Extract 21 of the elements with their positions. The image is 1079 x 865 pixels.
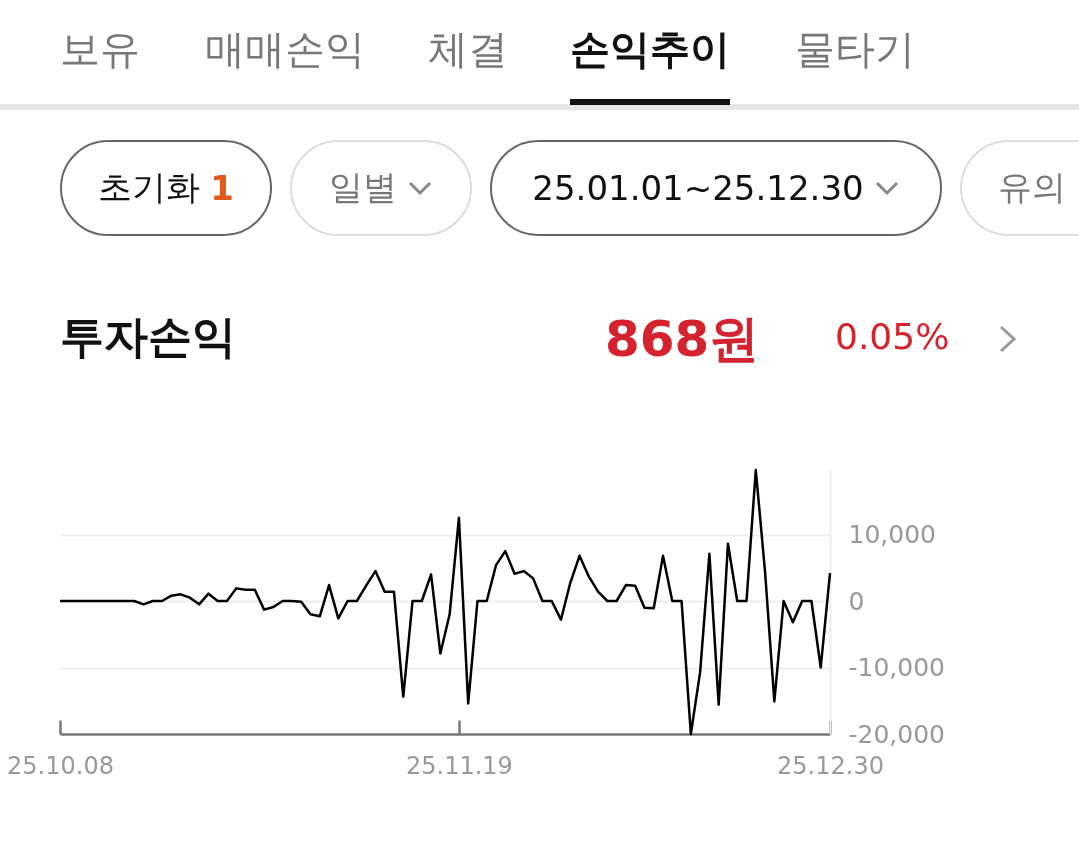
text: 보유 bbox=[60, 25, 140, 74]
x-tick-label: 25.12.30 bbox=[777, 751, 884, 780]
y-tick-label: -20,000 bbox=[848, 719, 945, 749]
line-series bbox=[58, 468, 832, 736]
text: 0.05% bbox=[835, 316, 950, 357]
y-tick-label: -10,000 bbox=[848, 653, 945, 682]
text: 손익추이 bbox=[570, 22, 730, 105]
text: 유의 bbox=[998, 166, 1066, 209]
text: 매매손익 bbox=[205, 25, 365, 74]
text: 일별 bbox=[329, 166, 397, 209]
text: 868원 bbox=[605, 309, 760, 370]
text: 초기화 bbox=[98, 166, 201, 209]
y-tick-label: 10,000 bbox=[848, 520, 936, 549]
x-tick-label: 25.11.19 bbox=[405, 751, 513, 780]
y-tick-label: 0 bbox=[848, 586, 865, 616]
text: 체결 bbox=[428, 25, 508, 74]
text: 1 bbox=[210, 168, 234, 208]
x-tick-label: 25.10.08 bbox=[7, 751, 114, 780]
text: 물타기 bbox=[795, 25, 915, 74]
text: 25.01.01~25.12.30 bbox=[532, 168, 864, 208]
chart-title: 투자손익 bbox=[60, 310, 236, 364]
